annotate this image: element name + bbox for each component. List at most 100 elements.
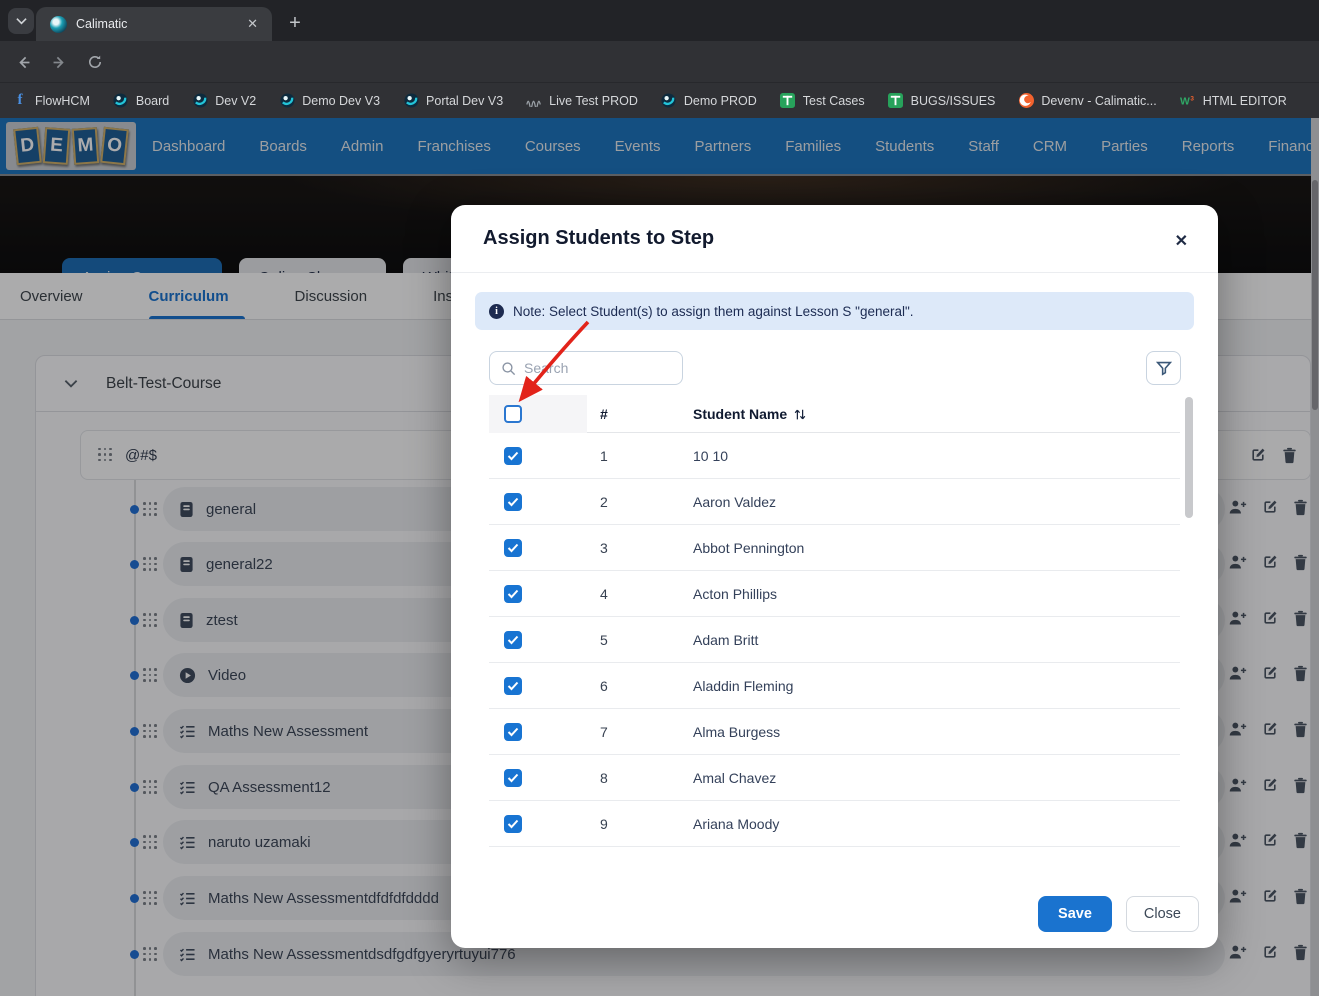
bookmark-item[interactable]: Demo Dev V3 xyxy=(279,93,380,109)
nav-item-students[interactable]: Students xyxy=(875,137,935,155)
bookmark-item[interactable]: BUGS/ISSUES xyxy=(888,93,995,109)
drag-handle-icon[interactable] xyxy=(143,557,158,572)
drag-handle-icon[interactable] xyxy=(98,447,113,463)
trash-icon[interactable] xyxy=(1293,832,1308,849)
nav-item-partners[interactable]: Partners xyxy=(694,137,752,155)
drag-handle-icon[interactable] xyxy=(143,502,158,517)
drag-handle-icon[interactable] xyxy=(98,447,113,463)
bookmark-label: Test Cases xyxy=(802,93,865,108)
filter-button[interactable] xyxy=(1146,351,1181,385)
column-header-student-name[interactable]: Student Name xyxy=(683,406,1180,422)
nav-item-franchises[interactable]: Franchises xyxy=(417,137,491,155)
nav-item-boards[interactable]: Boards xyxy=(259,137,307,155)
close-icon[interactable]: ✕ xyxy=(1174,233,1188,250)
trash-icon[interactable] xyxy=(1293,721,1308,738)
browser-tab[interactable]: Calimatic ✕ xyxy=(36,7,272,41)
person-add-icon[interactable] xyxy=(1228,554,1247,571)
new-tab-button[interactable]: + xyxy=(289,11,301,34)
tab-search-button[interactable] xyxy=(8,8,34,34)
column-header-number[interactable]: # xyxy=(600,406,608,422)
edit-icon[interactable] xyxy=(1262,832,1278,849)
edit-icon[interactable] xyxy=(1262,665,1278,682)
person-add-icon[interactable] xyxy=(1228,777,1247,794)
forward-button[interactable] xyxy=(46,49,72,75)
reload-button[interactable] xyxy=(82,49,108,75)
search-input[interactable] xyxy=(524,360,654,376)
nav-item-admin[interactable]: Admin xyxy=(340,137,384,155)
edit-icon[interactable] xyxy=(1250,447,1266,464)
tab-discussion[interactable]: Discussion xyxy=(294,287,368,305)
bookmark-item[interactable]: Dev V2 xyxy=(192,93,256,109)
student-row-checkbox[interactable] xyxy=(504,630,522,649)
drag-handle-icon[interactable] xyxy=(143,613,158,628)
edit-icon[interactable] xyxy=(1262,888,1278,905)
bookmark-item[interactable]: Demo PROD xyxy=(661,93,757,109)
bookmark-item[interactable]: W 3 HTML EDITOR xyxy=(1180,93,1287,109)
trash-icon[interactable] xyxy=(1293,665,1308,682)
person-add-icon[interactable] xyxy=(1228,610,1247,627)
drag-handle-icon[interactable] xyxy=(143,724,158,739)
bookmark-item[interactable]: Portal Dev V3 xyxy=(403,93,503,109)
drag-handle-icon[interactable] xyxy=(143,668,158,683)
nav-item-courses[interactable]: Courses xyxy=(524,137,581,155)
student-row-checkbox[interactable] xyxy=(504,722,522,741)
drag-handle-icon[interactable] xyxy=(143,947,158,962)
person-add-icon[interactable] xyxy=(1228,832,1247,849)
person-add-icon[interactable] xyxy=(1228,499,1247,516)
bookmark-item[interactable]: Live Test PROD xyxy=(526,93,638,109)
student-row-checkbox[interactable] xyxy=(504,814,522,833)
bookmark-item[interactable]: Test Cases xyxy=(780,93,865,109)
edit-icon[interactable] xyxy=(1262,610,1278,627)
edit-icon[interactable] xyxy=(1262,554,1278,571)
tab-close-icon[interactable]: ✕ xyxy=(247,16,258,31)
sort-icon[interactable] xyxy=(793,407,807,422)
student-row-checkbox[interactable] xyxy=(504,768,522,787)
student-row-checkbox[interactable] xyxy=(504,492,522,511)
trash-icon[interactable] xyxy=(1293,888,1308,905)
nav-item-parties[interactable]: Parties xyxy=(1101,137,1148,155)
student-row-checkbox[interactable] xyxy=(504,676,522,695)
edit-icon[interactable] xyxy=(1262,944,1278,961)
edit-icon[interactable] xyxy=(1262,499,1278,516)
nav-item-events[interactable]: Events xyxy=(614,137,661,155)
person-add-icon[interactable] xyxy=(1228,665,1247,682)
person-add-icon[interactable] xyxy=(1228,721,1247,738)
person-add-icon[interactable] xyxy=(1228,888,1247,905)
modal-scrollbar-thumb[interactable] xyxy=(1185,397,1193,518)
nav-item-crm[interactable]: CRM xyxy=(1032,137,1068,155)
trash-icon[interactable] xyxy=(1282,447,1297,464)
green-board-icon xyxy=(780,93,796,109)
close-button[interactable]: Close xyxy=(1125,896,1199,932)
trash-icon[interactable] xyxy=(1293,777,1308,794)
select-all-checkbox[interactable] xyxy=(504,405,522,423)
nav-item-families[interactable]: Families xyxy=(785,137,842,155)
nav-item-dashboard[interactable]: Dashboard xyxy=(152,137,226,155)
tab-curriculum[interactable]: Curriculum xyxy=(148,273,263,319)
student-row-checkbox[interactable] xyxy=(504,538,522,557)
nav-item-staff[interactable]: Staff xyxy=(968,137,999,155)
trash-icon[interactable] xyxy=(1293,944,1308,961)
back-button[interactable] xyxy=(10,49,36,75)
drag-handle-icon[interactable] xyxy=(143,835,158,850)
edit-icon[interactable] xyxy=(1262,777,1278,794)
drag-handle-icon[interactable] xyxy=(143,780,158,795)
trash-icon[interactable] xyxy=(1293,554,1308,571)
bookmark-item[interactable]: f FlowHCM xyxy=(12,92,90,109)
bookmark-item[interactable]: Devenv - Calimatic... xyxy=(1018,93,1157,109)
drag-handle-icon[interactable] xyxy=(143,891,158,906)
row-checkbox-cell xyxy=(489,538,587,557)
edit-icon[interactable] xyxy=(1262,721,1278,738)
nav-item-reports[interactable]: Reports xyxy=(1181,137,1235,155)
trash-icon[interactable] xyxy=(1293,610,1308,627)
person-add-icon[interactable] xyxy=(1228,944,1247,961)
student-row-checkbox[interactable] xyxy=(504,584,522,603)
tab-overview[interactable]: Overview xyxy=(20,287,83,305)
page-scrollbar[interactable] xyxy=(1311,118,1319,996)
bookmark-item[interactable]: Board xyxy=(113,93,169,109)
nav-item-financial[interactable]: Financial xyxy=(1268,137,1319,155)
student-row-checkbox[interactable] xyxy=(504,446,522,465)
save-button[interactable]: Save xyxy=(1038,896,1112,932)
page-scrollbar-thumb[interactable] xyxy=(1312,180,1318,410)
trash-icon[interactable] xyxy=(1293,499,1308,516)
